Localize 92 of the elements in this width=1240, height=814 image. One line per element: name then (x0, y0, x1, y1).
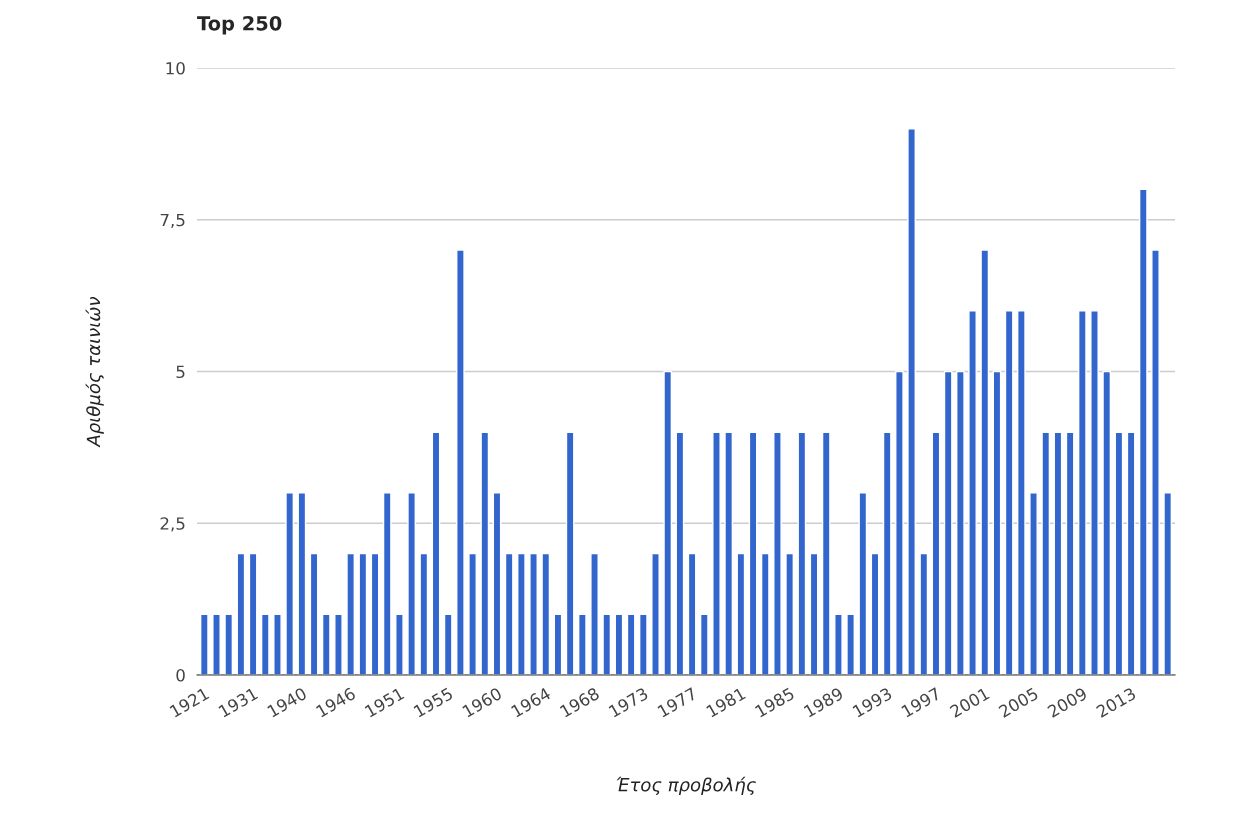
bar (517, 552, 526, 675)
bar (943, 370, 953, 675)
bar (614, 613, 624, 675)
bar (980, 249, 990, 675)
bar (663, 370, 673, 675)
bar (1065, 431, 1075, 675)
bar (1102, 370, 1112, 675)
bar (846, 613, 855, 675)
bar (821, 431, 831, 675)
bar (577, 613, 587, 675)
x-tick-label: 1981 (705, 687, 746, 718)
bar (273, 613, 282, 675)
bar (882, 431, 892, 675)
bar (1151, 249, 1160, 675)
bar (541, 552, 551, 675)
y-axis-title: Αριθμός ταινιών (85, 296, 104, 448)
bar (1163, 492, 1173, 675)
bar (968, 310, 977, 675)
bar (895, 370, 904, 675)
bar (1041, 431, 1051, 675)
bar (358, 552, 368, 675)
bar (1029, 492, 1038, 675)
bar (468, 552, 477, 675)
bar (760, 552, 770, 675)
bar (443, 613, 453, 675)
bar (553, 613, 563, 675)
bar (297, 492, 307, 675)
bar (712, 431, 721, 675)
bar (199, 613, 209, 675)
bar (809, 552, 819, 675)
bar (456, 249, 465, 675)
bar (651, 552, 660, 675)
bar (748, 431, 758, 675)
bar (1016, 310, 1026, 675)
x-tick-label: 1931 (218, 687, 259, 718)
bar (724, 431, 734, 675)
bar (907, 128, 916, 675)
bar (870, 552, 880, 675)
bar (590, 552, 599, 675)
bar (236, 552, 246, 675)
bar (626, 613, 636, 675)
bar (260, 613, 270, 675)
bar (529, 552, 538, 675)
y-tick-label: 5 (176, 365, 185, 379)
bar (224, 613, 234, 675)
bar (1090, 310, 1099, 675)
bar (370, 552, 380, 675)
bar (407, 492, 416, 675)
bar (334, 613, 343, 675)
y-tick-label: 2,5 (160, 517, 185, 532)
bar (346, 552, 356, 675)
y-tick-label: 7,5 (160, 213, 185, 229)
bar (785, 552, 795, 675)
bar (309, 552, 319, 675)
bar (638, 613, 648, 675)
bar (834, 613, 843, 675)
x-tick-label: 1921 (169, 687, 210, 718)
bar (565, 431, 575, 675)
bar (687, 552, 697, 675)
bar (858, 492, 868, 675)
bar (919, 552, 929, 675)
bar (1004, 310, 1014, 675)
y-tick-label: 0 (176, 668, 185, 682)
bar (1114, 431, 1124, 675)
bar (480, 431, 490, 675)
bar (992, 370, 1002, 675)
bar (931, 431, 941, 675)
bar (248, 552, 258, 675)
bar (675, 431, 685, 675)
bar (1053, 431, 1063, 675)
bar (395, 613, 404, 675)
bar (773, 431, 782, 675)
bar (1138, 188, 1148, 675)
bar (431, 431, 441, 675)
bar (321, 613, 331, 675)
bar (492, 492, 502, 675)
bar (956, 370, 965, 675)
bar (602, 613, 612, 675)
bar (504, 552, 514, 675)
x-axis-title: Έτος προβολής (616, 776, 756, 796)
bar (285, 492, 295, 675)
chart-title: Top 250 (197, 15, 282, 35)
y-tick-label: 10 (166, 61, 185, 75)
bar (736, 552, 746, 675)
bar (1077, 310, 1087, 675)
bar (419, 552, 429, 675)
x-tick-label: 1951 (364, 687, 405, 718)
bar (382, 492, 392, 675)
bar (797, 431, 807, 675)
bar (212, 613, 221, 675)
bar (699, 613, 709, 675)
bar (1126, 431, 1136, 675)
